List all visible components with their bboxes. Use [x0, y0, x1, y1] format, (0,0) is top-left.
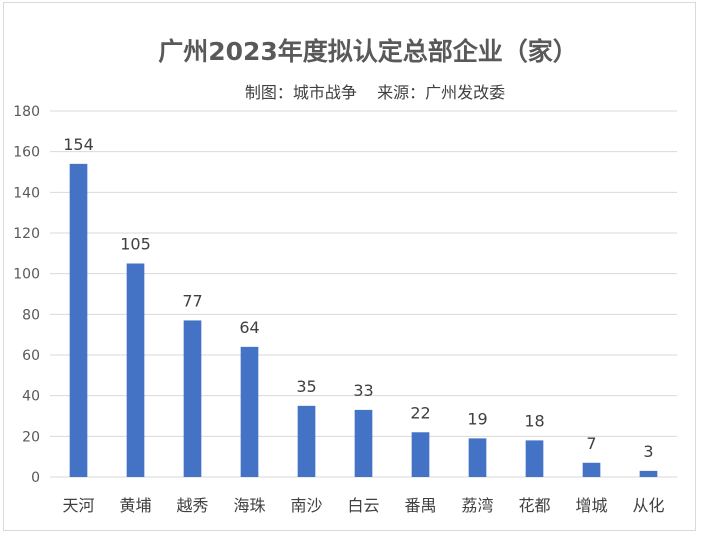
x-tick-label: 海珠	[233, 496, 265, 515]
data-label: 33	[353, 381, 373, 400]
y-tick-label: 80	[22, 307, 40, 323]
y-tick-label: 100	[13, 267, 40, 283]
x-axis-tick-labels: 天河 黄埔 越秀 海珠 南沙 白云 番禺 荔湾 花都 增城 从化	[62, 496, 664, 515]
x-tick-label: 荔湾	[461, 496, 493, 515]
bar	[468, 438, 487, 477]
data-label: 3	[643, 442, 653, 461]
y-tick-label: 0	[31, 470, 40, 486]
y-tick-label: 160	[13, 145, 40, 161]
y-tick-label: 140	[13, 185, 40, 201]
data-label: 64	[239, 318, 259, 337]
data-label: 18	[524, 411, 544, 430]
data-label: 7	[586, 434, 596, 453]
chart-subtitle: 制图：城市战争 来源：广州发改委	[245, 83, 505, 102]
x-tick-label: 白云	[347, 496, 379, 515]
bar	[69, 163, 88, 477]
bar	[183, 320, 202, 477]
x-tick-label: 南沙	[290, 496, 322, 515]
y-axis-tick-labels: 0 20 40 60 80 100 120 140 160 180	[13, 104, 40, 486]
x-tick-label: 越秀	[176, 496, 208, 515]
chart-title: 广州2023年度拟认定总部企业（家）	[158, 37, 578, 66]
bar	[411, 432, 430, 477]
data-label: 22	[410, 403, 430, 422]
bar	[126, 263, 145, 477]
bar	[525, 440, 544, 477]
y-tick-label: 180	[13, 104, 40, 120]
bar	[297, 405, 316, 477]
data-label: 19	[467, 409, 487, 428]
data-label: 105	[120, 235, 151, 254]
bar	[582, 462, 601, 477]
y-tick-label: 120	[13, 226, 40, 242]
x-tick-label: 花都	[518, 496, 550, 515]
x-tick-label: 增城	[575, 496, 607, 515]
data-label: 154	[63, 135, 94, 154]
y-tick-label: 40	[22, 389, 40, 405]
y-tick-label: 20	[22, 429, 40, 445]
data-labels: 154 105 77 64 35 33 22 19 18 7 3	[63, 135, 653, 461]
bar	[639, 470, 658, 477]
y-tick-label: 60	[22, 348, 40, 364]
x-tick-label: 天河	[62, 496, 94, 515]
bars	[69, 163, 658, 477]
data-label: 35	[296, 377, 316, 396]
chart-frame	[3, 2, 696, 531]
bar	[354, 409, 373, 477]
bar	[240, 346, 259, 477]
data-label: 77	[182, 291, 202, 310]
x-tick-label: 番禺	[404, 496, 436, 515]
x-tick-label: 从化	[632, 496, 664, 515]
x-tick-label: 黄埔	[119, 496, 151, 515]
gridlines	[50, 110, 677, 478]
